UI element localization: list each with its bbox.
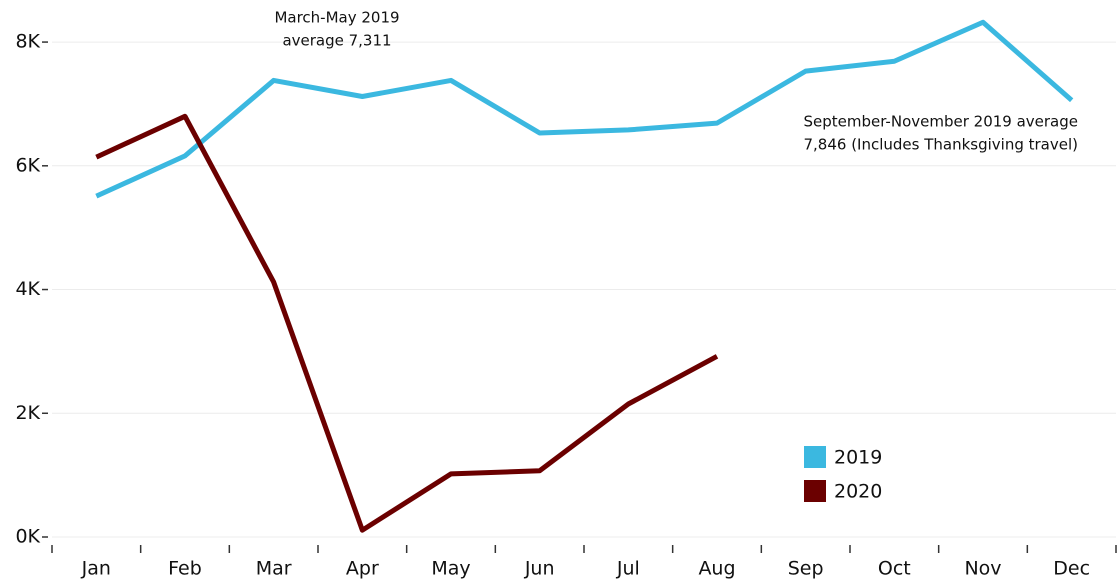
x-tick-label: Dec — [1053, 558, 1090, 580]
x-tick-label: Mar — [256, 558, 292, 580]
annotation: March-May 2019 — [274, 9, 399, 27]
x-tick-label: Jun — [524, 558, 555, 580]
annotation: 7,846 (Includes Thanksgiving travel) — [803, 136, 1078, 154]
legend-label: 2020 — [834, 481, 882, 503]
y-tick-label: 4K — [15, 278, 40, 300]
x-tick-label: Nov — [964, 558, 1001, 580]
x-tick-label: Jan — [81, 558, 111, 580]
x-tick-label: Jul — [616, 558, 640, 580]
x-tick-label: Feb — [168, 558, 202, 580]
line-series — [95, 19, 1074, 199]
line-series — [95, 113, 719, 533]
legend-swatch — [804, 480, 826, 502]
annotation: September-November 2019 average — [803, 113, 1078, 131]
legend-swatch — [804, 446, 826, 468]
x-tick-label: Aug — [698, 558, 735, 580]
y-tick-label: 2K — [15, 402, 40, 424]
y-tick-label: 8K — [15, 31, 40, 53]
annotation: average 7,311 — [282, 32, 391, 50]
x-tick-label: May — [431, 558, 470, 580]
x-tick-label: Sep — [788, 558, 824, 580]
legend-label: 2019 — [834, 447, 882, 469]
y-tick-label: 0K — [15, 526, 40, 548]
x-tick-label: Apr — [346, 558, 379, 580]
y-tick-label: 6K — [15, 154, 40, 176]
x-tick-label: Oct — [878, 558, 911, 580]
